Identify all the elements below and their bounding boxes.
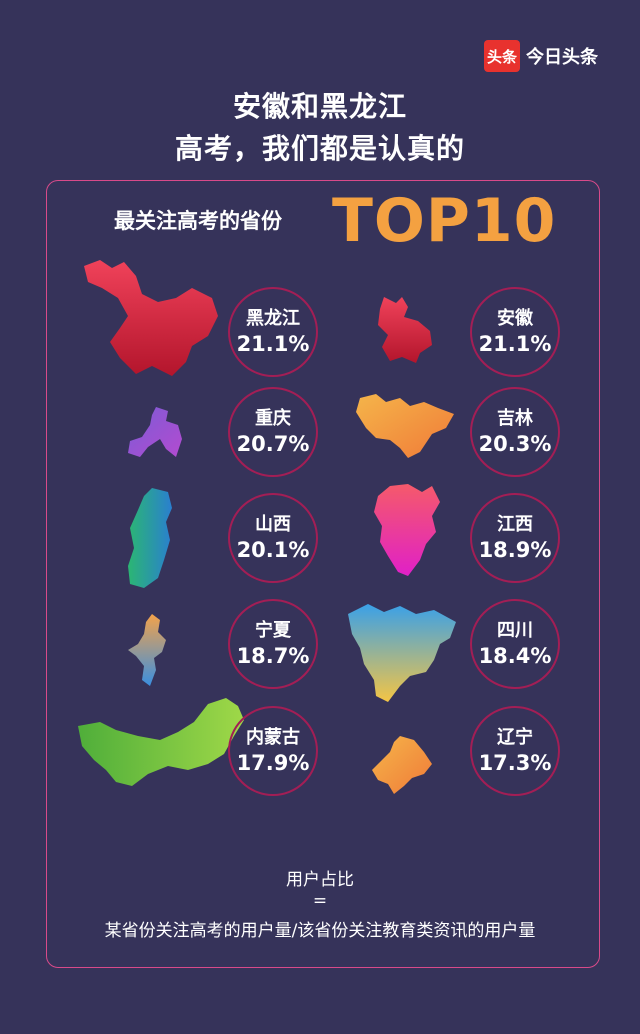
province-name: 黑龙江 xyxy=(246,307,300,329)
province-share: 20.7% xyxy=(236,431,310,456)
page-title-line2: 高考，我们都是认真的 xyxy=(174,132,465,165)
heilongjiang-map-icon xyxy=(84,260,218,376)
province-share: 20.1% xyxy=(236,537,310,562)
province-name: 内蒙古 xyxy=(246,726,300,748)
rank-item: 江西 18.9% xyxy=(470,493,560,583)
formula-title: 用户占比 xyxy=(286,870,354,890)
province-name: 宁夏 xyxy=(255,619,291,641)
formula-equals: = xyxy=(312,891,328,911)
brand-name: 今日头条 xyxy=(526,47,598,68)
sichuan-map-icon xyxy=(348,604,456,702)
jilin-map-icon xyxy=(356,394,454,458)
shanxi-map-icon xyxy=(128,488,172,588)
rank-item: 重庆 20.7% xyxy=(228,387,318,477)
province-share: 20.3% xyxy=(478,431,552,456)
province-name: 辽宁 xyxy=(497,726,533,748)
anhui-map-icon xyxy=(378,297,432,363)
panel-subtitle: 最关注高考的省份 xyxy=(114,209,282,233)
toutiao-logo: 头条 xyxy=(484,40,520,72)
province-share: 18.4% xyxy=(478,643,552,668)
province-name: 江西 xyxy=(497,513,533,535)
province-name: 山西 xyxy=(255,513,291,535)
province-share: 18.9% xyxy=(478,537,552,562)
rank-item: 山西 20.1% xyxy=(228,493,318,583)
province-name: 重庆 xyxy=(255,407,291,429)
inner-mongolia-map-icon xyxy=(78,698,244,786)
province-name: 吉林 xyxy=(497,407,533,429)
province-share: 17.3% xyxy=(478,750,552,775)
province-name: 四川 xyxy=(497,619,533,641)
province-share: 17.9% xyxy=(236,750,310,775)
rank-item: 内蒙古 17.9% xyxy=(228,706,318,796)
ningxia-map-icon xyxy=(128,614,166,686)
brand: 头条 今日头条 xyxy=(484,40,598,72)
liaoning-map-icon xyxy=(372,736,432,794)
page-title-line1: 安徽和黑龙江 xyxy=(232,90,407,123)
rank-item: 辽宁 17.3% xyxy=(470,706,560,796)
chongqing-map-icon xyxy=(128,407,182,457)
rank-item: 黑龙江 21.1% xyxy=(228,287,318,377)
formula-definition: 某省份关注高考的用户量/该省份关注教育类资讯的用户量 xyxy=(104,921,536,941)
province-share: 21.1% xyxy=(478,331,552,356)
rank-item: 安徽 21.1% xyxy=(470,287,560,377)
rank-item: 宁夏 18.7% xyxy=(228,599,318,689)
ranking-panel xyxy=(46,180,600,968)
rank-item: 吉林 20.3% xyxy=(470,387,560,477)
province-share: 18.7% xyxy=(236,643,310,668)
jiangxi-map-icon xyxy=(374,484,440,576)
province-name: 安徽 xyxy=(497,307,533,329)
top10-badge: TOP10 xyxy=(332,186,557,256)
province-share: 21.1% xyxy=(236,331,310,356)
rank-item: 四川 18.4% xyxy=(470,599,560,689)
